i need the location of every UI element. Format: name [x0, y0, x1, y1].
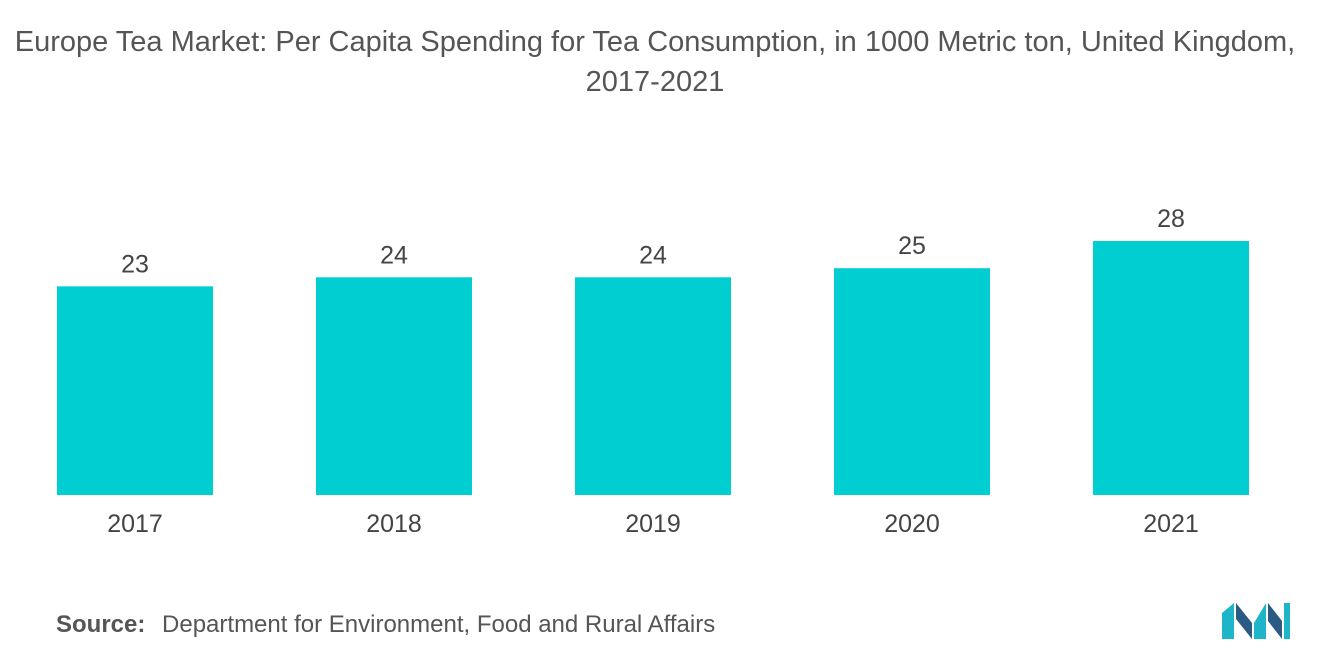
bar-2018 [316, 277, 472, 495]
source-note: Source: Department for Environment, Food… [56, 611, 715, 639]
x-tick-label-2020: 2020 [884, 510, 940, 538]
source-text: Department for Environment, Food and Rur… [162, 611, 716, 638]
data-label-2021: 28 [1157, 205, 1185, 233]
bar-2021 [1093, 241, 1249, 495]
data-label-2020: 25 [898, 232, 926, 260]
data-label-2017: 23 [121, 250, 149, 278]
x-tick-label-2018: 2018 [366, 510, 422, 538]
data-label-2019: 24 [639, 241, 667, 269]
company-logo-icon [1222, 603, 1290, 639]
chart-title: Europe Tea Market: Per Capita Spending f… [14, 26, 1296, 98]
bar-2017 [57, 286, 213, 495]
x-tick-label-2021: 2021 [1143, 510, 1199, 538]
x-tick-label-2019: 2019 [625, 510, 681, 538]
source-label: Source: [56, 611, 146, 638]
data-label-2018: 24 [380, 241, 408, 269]
bar-2019 [575, 277, 731, 495]
bar-2020 [834, 268, 990, 495]
x-tick-label-2017: 2017 [107, 510, 163, 538]
